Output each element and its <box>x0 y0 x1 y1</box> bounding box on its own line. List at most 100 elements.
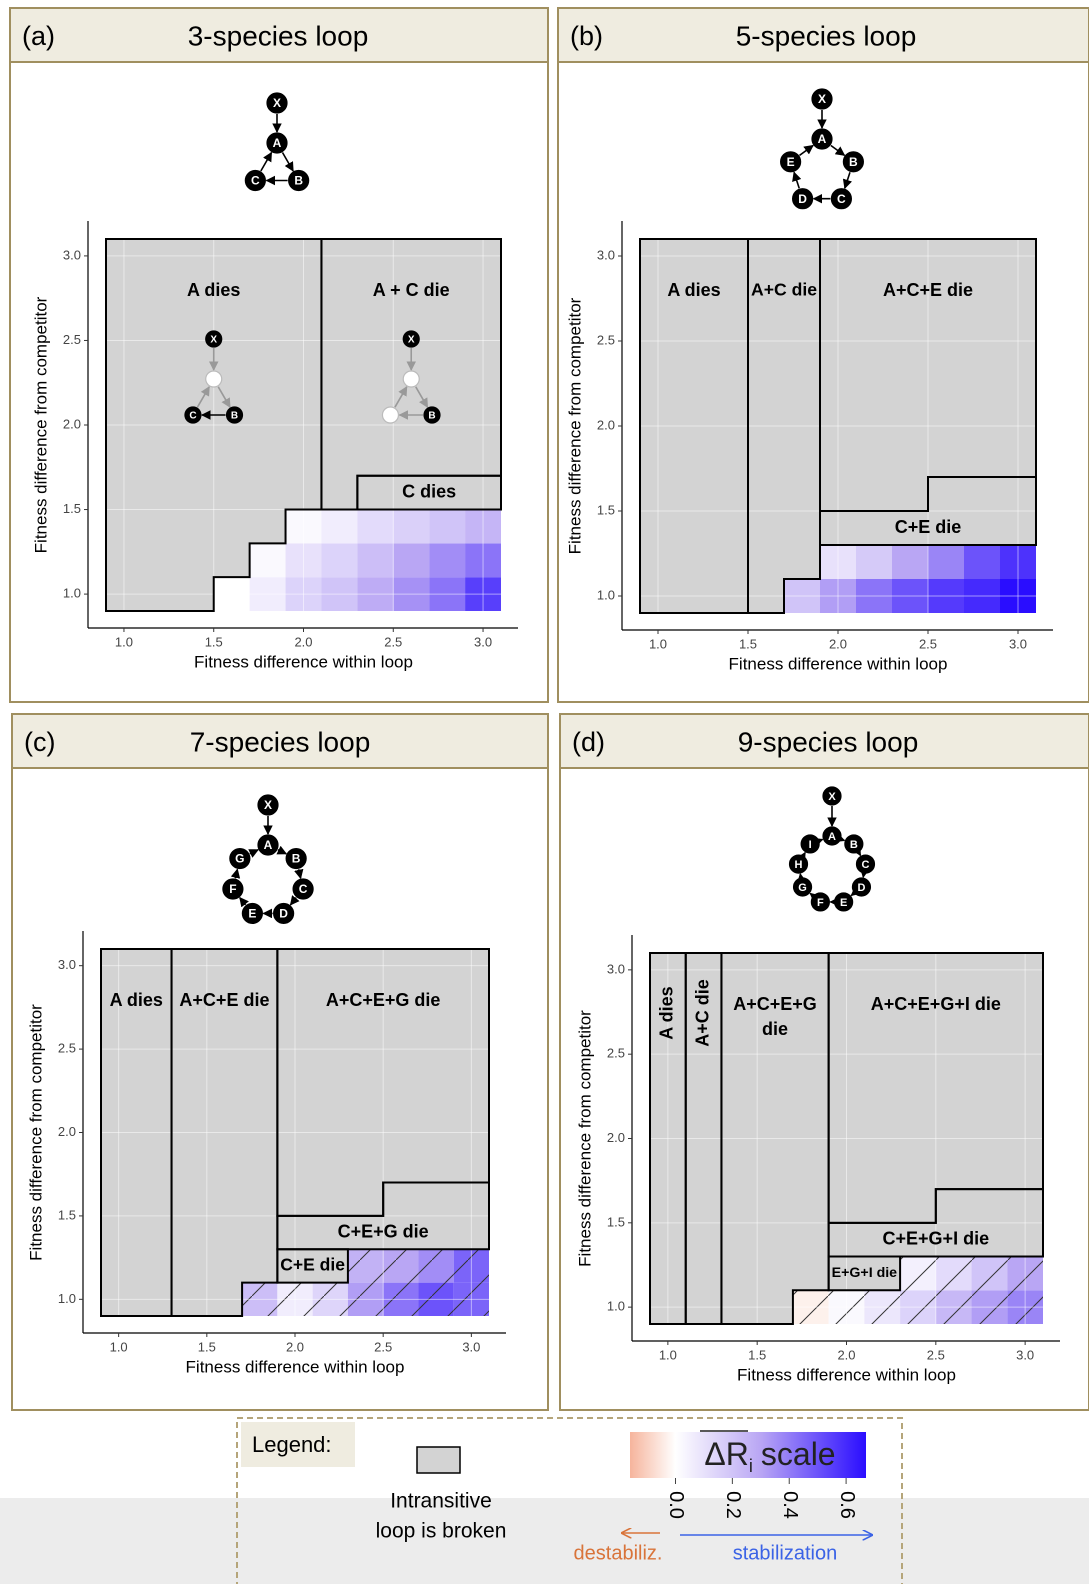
heat-cell <box>429 543 466 578</box>
heat-cell <box>321 509 358 544</box>
network-edge <box>812 837 824 847</box>
node-label: E <box>840 897 847 909</box>
x-tick-label: 2.0 <box>829 636 847 651</box>
y-tick-label: 1.5 <box>607 1214 625 1229</box>
y-tick-label: 1.5 <box>63 501 81 516</box>
network-edge <box>248 849 259 858</box>
network-edge <box>260 151 273 172</box>
network-node <box>222 878 244 900</box>
colorbar-title: ΔRi scale <box>704 1436 835 1475</box>
heat-cell <box>892 545 928 579</box>
region-label: A+C die <box>751 280 817 300</box>
network-node <box>402 370 420 388</box>
node-label: A <box>828 831 836 843</box>
region-label: die <box>762 1019 788 1039</box>
x-axis-title: Fitness difference within loop <box>737 1365 956 1384</box>
network-node <box>225 406 244 424</box>
node-label: C <box>299 882 308 896</box>
network-edge <box>830 144 846 156</box>
node-label: G <box>798 882 807 894</box>
node-label: X <box>273 96 281 110</box>
node-label: F <box>229 882 236 896</box>
network-node <box>423 406 441 424</box>
network-node <box>273 902 295 925</box>
region-outline <box>747 238 821 614</box>
heat-cell <box>429 509 466 544</box>
network-node <box>205 370 223 388</box>
region-outline <box>105 238 323 612</box>
y-tick-label: 2.0 <box>607 1130 625 1145</box>
network-edge <box>792 171 802 189</box>
cell-hatch <box>900 1256 936 1291</box>
node-label: X <box>408 335 415 346</box>
network-node <box>241 902 263 925</box>
legend-swatch <box>416 1446 461 1474</box>
cell-hatch <box>935 1256 972 1291</box>
colorbar-tick-label: 0.0 <box>665 1491 687 1519</box>
node-label: A <box>818 132 827 146</box>
network-edge <box>797 872 807 884</box>
network-node <box>842 151 864 173</box>
y-tick-label: 1.5 <box>597 502 615 517</box>
y-tick-label: 3.0 <box>63 247 81 262</box>
legend-label: Intransitive <box>390 1490 492 1513</box>
heat-cell <box>928 545 964 579</box>
node-label: G <box>235 852 244 866</box>
y-tick-label: 1.0 <box>597 587 615 602</box>
region-label: A + C die <box>373 280 450 300</box>
panel-label: (d) <box>572 727 605 757</box>
node-label: X <box>264 798 272 812</box>
node-label: B <box>428 411 435 422</box>
node-label: D <box>857 882 865 894</box>
y-axis-title: Fitness difference from competitor <box>26 1004 45 1261</box>
network-node <box>810 892 830 912</box>
x-tick-label: 2.0 <box>837 1347 855 1362</box>
panel-header <box>557 7 1089 63</box>
heat-cell <box>964 545 1000 579</box>
heat-cell <box>357 543 394 578</box>
region-label: A+C+E+G <box>733 994 817 1014</box>
network-node <box>788 854 809 874</box>
network-node <box>288 169 310 192</box>
region-label: A+C die <box>692 979 712 1047</box>
y-tick-label: 1.0 <box>63 586 81 601</box>
y-tick-label: 2.5 <box>607 1046 625 1061</box>
x-tick-label: 1.0 <box>659 1347 677 1362</box>
region-label: C+E die <box>280 1255 345 1275</box>
colorbar-tick-label: 0.4 <box>779 1491 801 1519</box>
network-node <box>792 188 814 210</box>
node-label: A <box>273 136 282 150</box>
network-node <box>844 834 864 854</box>
y-tick-label: 3.0 <box>607 961 625 976</box>
network-edge <box>196 385 210 408</box>
y-tick-label: 2.0 <box>58 1124 76 1139</box>
y-tick-label: 3.0 <box>58 957 76 972</box>
x-tick-label: 1.5 <box>739 636 757 651</box>
region-label: A dies <box>110 990 163 1010</box>
heat-cell <box>357 509 394 544</box>
y-tick-label: 2.5 <box>597 332 615 347</box>
heat-cell <box>393 543 430 578</box>
node-label: F <box>817 897 824 909</box>
y-tick-label: 1.0 <box>58 1291 76 1306</box>
legend-title: Legend: <box>252 1432 332 1457</box>
x-tick-label: 2.5 <box>919 636 937 651</box>
network-edge <box>834 833 846 843</box>
node-label: B <box>231 411 238 422</box>
y-tick-label: 2.5 <box>58 1041 76 1056</box>
region-outline <box>276 1181 490 1251</box>
network-edge <box>415 386 429 409</box>
network-node <box>257 794 279 816</box>
panel-label: (b) <box>570 21 603 51</box>
region-outline <box>276 1248 349 1284</box>
node-label: D <box>798 192 807 206</box>
node-label: A <box>264 838 273 852</box>
network-node <box>285 847 307 870</box>
region-label: A+C+E+G+I die <box>871 994 1001 1014</box>
x-axis-title: Fitness difference within loop <box>194 652 413 671</box>
panel-header <box>11 713 549 769</box>
network-node <box>822 826 842 846</box>
colorbar-tick-label: 0.2 <box>722 1491 744 1519</box>
